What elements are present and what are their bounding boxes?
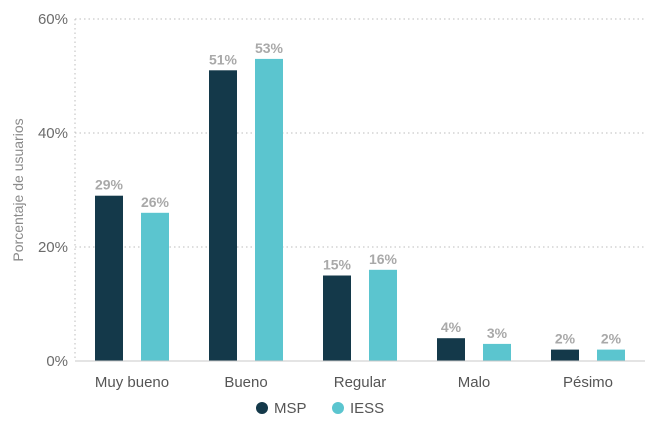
data-label: 3% — [487, 325, 508, 341]
data-label: 4% — [441, 319, 462, 335]
y-axis-label: Porcentaje de usuarios — [10, 118, 26, 261]
data-label: 53% — [255, 40, 284, 56]
data-label: 2% — [555, 331, 576, 347]
x-tick-label: Regular — [334, 374, 387, 391]
legend-label-msp: MSP — [274, 400, 307, 417]
legend-marker-iess — [332, 402, 344, 414]
bars — [95, 58, 625, 362]
bar-msp-0 — [95, 195, 123, 361]
data-label: 16% — [369, 251, 398, 267]
x-tick-label: Muy bueno — [95, 374, 169, 391]
x-tick-label: Bueno — [224, 374, 267, 391]
x-tick-label: Malo — [458, 374, 491, 391]
bar-msp-2 — [323, 275, 351, 361]
bar-iess-1 — [255, 58, 283, 362]
x-tick-label: Pésimo — [563, 374, 613, 391]
data-label: 2% — [601, 331, 622, 347]
bar-msp-1 — [209, 70, 237, 362]
data-label: 51% — [209, 51, 238, 67]
legend-marker-msp — [256, 402, 268, 414]
grid-lines — [74, 18, 645, 361]
legend: MSP IESS — [256, 400, 384, 417]
legend-label-iess: IESS — [350, 400, 384, 417]
y-tick-label: 0% — [46, 353, 68, 370]
bar-iess-4 — [597, 349, 625, 361]
y-tick-label: 60% — [38, 11, 68, 28]
data-label: 26% — [141, 194, 170, 210]
bar-msp-3 — [437, 338, 465, 361]
bar-msp-4 — [551, 349, 579, 361]
bar-iess-2 — [369, 269, 397, 361]
data-label: 29% — [95, 177, 124, 193]
x-tick-labels: Muy bueno Bueno Regular Malo Pésimo — [95, 374, 613, 391]
y-tick-label: 20% — [38, 239, 68, 256]
bar-iess-0 — [141, 212, 169, 361]
y-tick-labels: 0% 20% 40% 60% — [38, 11, 68, 370]
data-label: 15% — [323, 257, 352, 273]
bar-iess-3 — [483, 343, 511, 361]
y-tick-label: 40% — [38, 125, 68, 142]
data-labels: 29% 26% 51% 53% 15% 16% 4% 3% 2% 2% — [95, 40, 622, 347]
